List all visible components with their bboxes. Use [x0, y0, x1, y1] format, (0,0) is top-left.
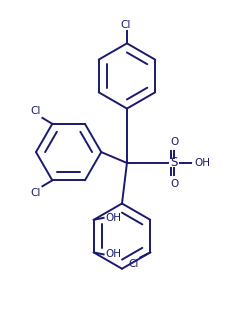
Text: O: O: [170, 137, 179, 147]
Text: Cl: Cl: [121, 19, 131, 29]
Text: O: O: [170, 179, 179, 189]
Text: OH: OH: [106, 213, 122, 223]
Text: S: S: [171, 156, 178, 169]
Text: Cl: Cl: [128, 259, 138, 269]
Text: Cl: Cl: [30, 106, 40, 116]
Text: Cl: Cl: [30, 188, 40, 198]
Text: OH: OH: [194, 158, 210, 168]
Text: OH: OH: [106, 249, 122, 259]
